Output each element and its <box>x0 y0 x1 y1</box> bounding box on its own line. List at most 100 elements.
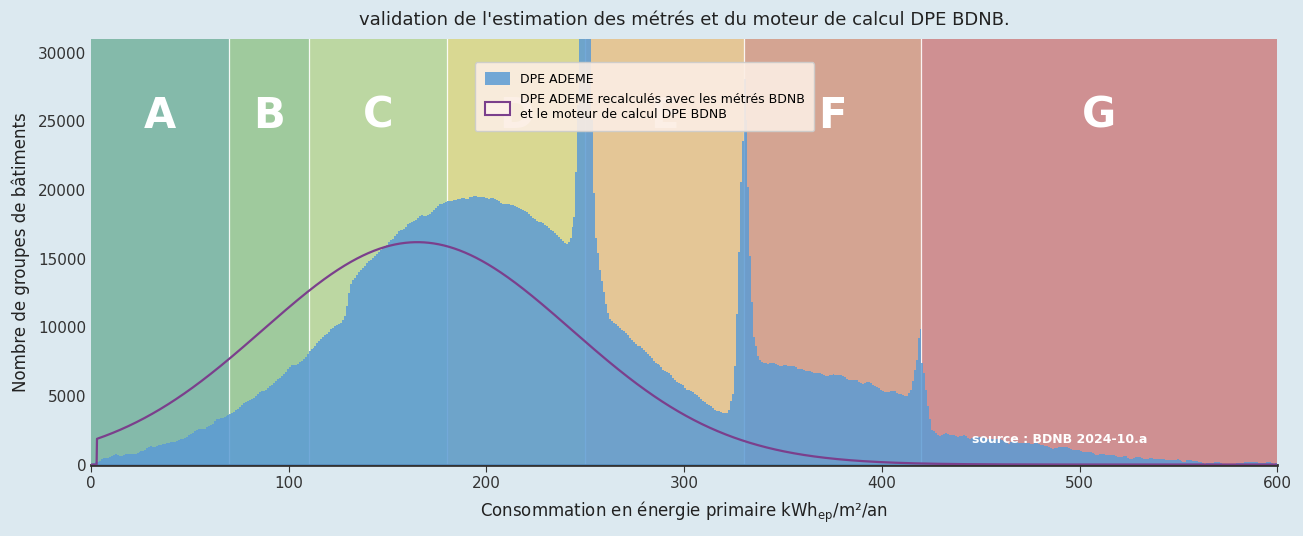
Bar <box>354 278 356 465</box>
Bar <box>1145 459 1147 465</box>
Bar <box>347 306 348 465</box>
Bar <box>423 215 425 465</box>
Text: D: D <box>499 94 533 137</box>
Bar <box>538 222 539 465</box>
Bar <box>137 453 138 465</box>
Bar <box>1158 459 1161 465</box>
Bar <box>805 371 807 465</box>
Bar <box>309 351 310 465</box>
Bar <box>599 270 601 465</box>
Bar <box>1242 463 1244 465</box>
Bar <box>1204 464 1207 465</box>
Bar <box>149 447 150 465</box>
Bar <box>324 335 326 465</box>
Bar <box>489 199 490 465</box>
Bar <box>1250 463 1252 465</box>
Bar <box>473 196 474 465</box>
Bar <box>1109 455 1111 465</box>
Bar <box>704 403 706 465</box>
Bar <box>787 366 790 465</box>
Bar <box>868 382 870 465</box>
Bar <box>554 233 555 465</box>
Bar <box>523 211 524 465</box>
Bar <box>921 363 924 465</box>
Bar <box>1252 462 1253 465</box>
Bar <box>908 393 909 465</box>
Bar <box>635 344 637 465</box>
Bar <box>855 380 856 465</box>
Bar <box>314 346 317 465</box>
Bar <box>1224 464 1226 465</box>
Bar <box>330 330 332 465</box>
Bar <box>1238 463 1240 465</box>
Bar <box>1113 455 1115 465</box>
Bar <box>906 396 908 465</box>
Bar <box>508 204 511 465</box>
Bar <box>186 437 188 465</box>
Bar <box>1135 457 1138 465</box>
Bar <box>1100 454 1101 465</box>
Bar <box>115 455 117 465</box>
Bar <box>519 208 520 465</box>
Bar <box>912 381 913 465</box>
Bar <box>688 390 691 465</box>
Bar <box>569 239 572 465</box>
Bar <box>1276 463 1277 465</box>
Bar <box>486 198 489 465</box>
Bar <box>465 199 466 465</box>
Bar <box>760 360 761 465</box>
Bar <box>833 374 834 465</box>
Bar <box>1036 443 1038 465</box>
Bar <box>1117 457 1119 465</box>
Bar <box>199 429 202 465</box>
Bar <box>1184 461 1187 465</box>
Bar <box>622 330 623 465</box>
Bar <box>305 357 306 465</box>
Bar <box>180 439 182 465</box>
Bar <box>134 453 137 465</box>
Bar <box>941 435 943 465</box>
Bar <box>761 362 764 465</box>
Bar <box>1024 443 1027 465</box>
Bar <box>466 198 469 465</box>
Bar <box>271 384 272 465</box>
Bar <box>371 258 374 465</box>
Bar <box>477 197 478 465</box>
Bar <box>1272 463 1273 465</box>
Title: validation de l'estimation des métrés et du moteur de calcul DPE BDNB.: validation de l'estimation des métrés et… <box>358 11 1010 29</box>
Bar <box>437 206 439 465</box>
Bar <box>232 413 233 465</box>
Bar <box>298 362 301 465</box>
Bar <box>1123 456 1126 465</box>
Bar <box>966 436 967 465</box>
Bar <box>362 268 364 465</box>
Bar <box>420 217 421 465</box>
Bar <box>1019 443 1020 465</box>
Bar <box>989 439 990 465</box>
Bar <box>482 197 485 465</box>
Bar <box>952 435 955 465</box>
Bar <box>698 397 700 465</box>
Bar <box>997 439 998 465</box>
Bar <box>577 106 580 465</box>
Bar <box>745 120 748 465</box>
Bar <box>400 230 401 465</box>
Bar <box>994 439 997 465</box>
Bar <box>1126 457 1127 465</box>
Bar <box>723 413 726 465</box>
Bar <box>532 218 534 465</box>
Bar <box>198 429 199 465</box>
Bar <box>928 406 929 465</box>
Bar <box>119 456 121 465</box>
Bar <box>421 215 423 465</box>
Bar <box>1214 463 1216 465</box>
Bar <box>809 371 810 465</box>
Bar <box>641 347 642 465</box>
Bar <box>943 434 945 465</box>
Bar <box>691 391 692 465</box>
Bar <box>658 366 661 465</box>
Bar <box>843 376 844 465</box>
Bar <box>795 367 797 465</box>
Bar <box>386 244 387 465</box>
Bar <box>1161 459 1162 465</box>
